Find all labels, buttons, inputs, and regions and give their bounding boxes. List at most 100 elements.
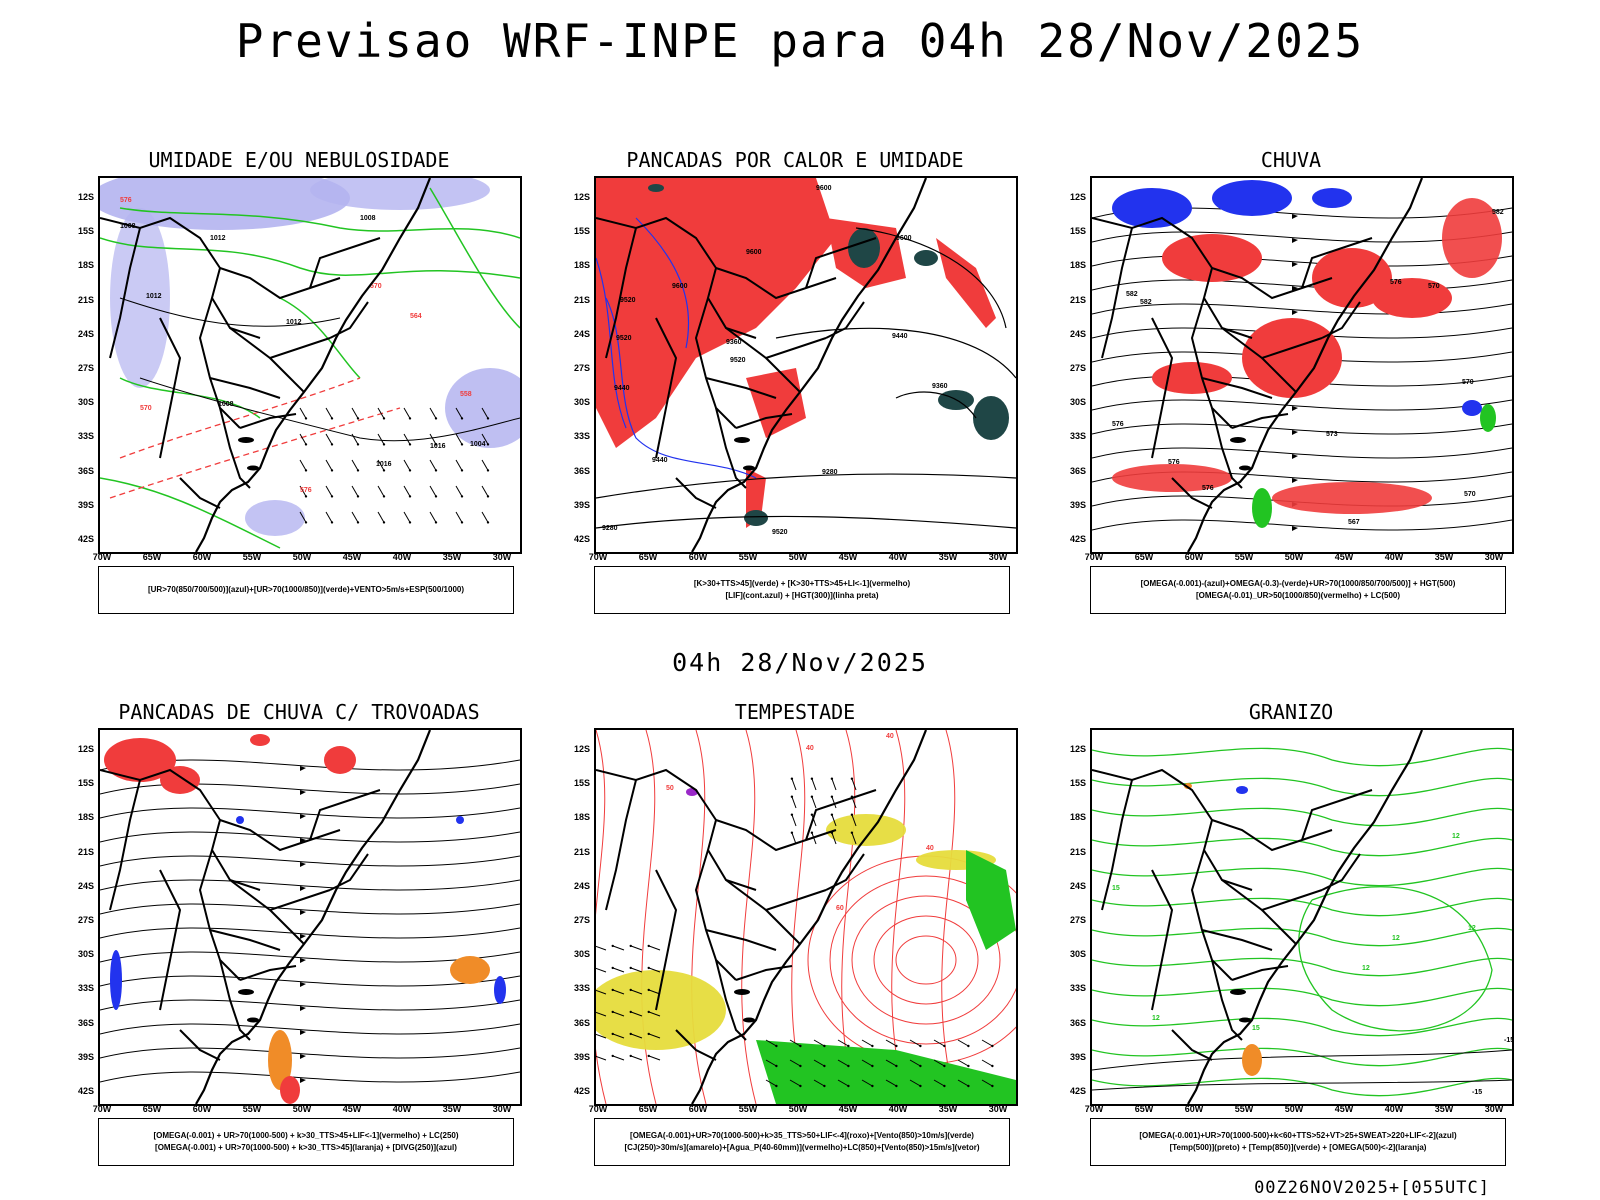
panel-title: GRANIZO [1248, 700, 1334, 724]
forecast-map: 40 40 50 40 60 [596, 730, 1016, 1104]
contour-label: 1012 [146, 293, 162, 300]
contour-label: 1012 [286, 319, 302, 326]
contour-label: 9600 [816, 185, 832, 192]
lon-tick-label: 70W [92, 1104, 112, 1114]
lat-tick-label: 12S [77, 744, 94, 754]
forecast-map: 1008 1012 1008 1012 1008 1012 1016 1016 576 570 56… [100, 178, 520, 552]
lon-tick-label: 60W [688, 552, 708, 562]
lon-tick-label: 70W [588, 1104, 608, 1114]
lat-tick-label: 33S [1069, 431, 1086, 442]
contour-label: 576 [1112, 421, 1124, 428]
contour-label: 576 [120, 197, 132, 204]
lon-tick-label: 35W [1434, 1104, 1454, 1114]
lat-tick-label: 39S [1069, 499, 1086, 510]
panel-trovoadas: PANCADAS DE CHUVA C/ TROVOADAS 12S 15S 18S 2… [64, 700, 534, 1180]
lat-tick-label: 42S [77, 1086, 94, 1096]
lon-tick-label: 70W [92, 552, 112, 562]
lon-tick-label: 40W [1384, 552, 1404, 562]
contour-label: 9440 [652, 457, 668, 464]
legend-text: [OMEGA(-0.001)+UR>70(1000-500)+k<60+TTS>… [1139, 1131, 1457, 1140]
lat-tick-label: 12S [1069, 192, 1086, 202]
lat-tick-label: 15S [1069, 778, 1086, 789]
contour-label: 9600 [746, 249, 762, 256]
lon-tick-label: 50W [292, 552, 312, 562]
lon-tick-label: 40W [392, 1104, 412, 1114]
map-area: 12 12 15 12 12 -15 -15 12 15 [1090, 728, 1514, 1106]
lat-tick-label: 21S [77, 294, 94, 305]
panel-title: TEMPESTADE [734, 700, 856, 724]
lon-tick-label: 45W [1334, 1104, 1354, 1114]
contour-label: 12 [1362, 965, 1370, 972]
lat-tick-label: 21S [1069, 846, 1086, 857]
contour-label: 570 [1462, 379, 1474, 386]
lon-tick-label: 60W [192, 552, 212, 562]
lon-tick-label: 55W [242, 552, 262, 562]
lat-tick-label: 18S [77, 260, 94, 271]
forecast-date: 04h 28/Nov/2025 [672, 648, 928, 677]
lat-tick-label: 18S [77, 812, 94, 823]
lat-tick-label: 12S [77, 192, 94, 202]
contour-label: 60 [836, 905, 844, 912]
lon-tick-label: 70W [588, 552, 608, 562]
lon-tick-label: 30W [1484, 1104, 1504, 1114]
lon-tick-label: 30W [1484, 552, 1504, 562]
lon-tick-label: 45W [342, 1104, 362, 1114]
contour-label: 564 [410, 313, 422, 320]
legend-box: [UR>70(850/700/500)](azul)+[UR>70(1000/8… [98, 566, 514, 614]
lat-tick-label: 42S [573, 1086, 590, 1096]
contour-label: 9440 [892, 333, 908, 340]
lon-tick-label: 50W [788, 1104, 808, 1114]
legend-text: [LIF](cont.azul) + [HGT(300)](linha pret… [725, 591, 879, 600]
contour-label: 1012 [210, 235, 226, 242]
lat-tick-label: 33S [573, 983, 590, 994]
lon-tick-label: 35W [938, 552, 958, 562]
lon-tick-label: 30W [492, 1104, 512, 1114]
lat-tick-label: 24S [1069, 880, 1086, 891]
contour-label: -15 [1472, 1089, 1482, 1096]
lat-tick-label: 36S [77, 1017, 94, 1028]
lat-tick-label: 30S [77, 397, 94, 408]
contour-label: 582 [1126, 291, 1138, 298]
legend-text: [K>30+TTS>45](verde) + [K>30+TTS>45+LI<-… [693, 579, 911, 588]
contour-label: 9600 [896, 235, 912, 242]
lon-tick-label: 60W [192, 1104, 212, 1114]
lon-tick-label: 35W [442, 1104, 462, 1114]
lon-tick-label: 65W [638, 1104, 658, 1114]
lat-tick-label: 21S [573, 846, 590, 857]
lat-tick-label: 36S [1069, 1017, 1086, 1028]
panel-title: PANCADAS DE CHUVA C/ TROVOADAS [118, 700, 480, 724]
lon-tick-label: 55W [1234, 552, 1254, 562]
contour-label: 570 [370, 283, 382, 290]
lon-tick-label: 55W [738, 552, 758, 562]
contour-label: 1008 [218, 401, 234, 408]
lat-tick-label: 39S [77, 499, 94, 510]
lat-tick-label: 27S [1069, 363, 1086, 373]
lat-tick-label: 39S [573, 499, 590, 510]
contour-label: 9520 [616, 335, 632, 342]
lat-tick-label: 24S [573, 880, 590, 891]
lat-tick-label: 27S [573, 915, 590, 925]
lat-tick-label: 33S [573, 431, 590, 442]
map-area: 40 40 50 40 60 [594, 728, 1018, 1106]
contour-label: 582 [1140, 299, 1152, 306]
lon-tick-label: 65W [142, 552, 162, 562]
lon-tick-label: 35W [442, 552, 462, 562]
contour-label: 40 [926, 845, 934, 852]
contour-label: 9520 [620, 297, 636, 304]
lon-tick-label: 60W [1184, 552, 1204, 562]
lat-tick-label: 24S [573, 328, 590, 339]
lon-tick-label: 35W [1434, 552, 1454, 562]
lat-tick-label: 27S [77, 363, 94, 373]
lat-tick-label: 18S [573, 812, 590, 823]
lat-tick-label: 18S [1069, 812, 1086, 823]
contour-label: 570 [1428, 283, 1440, 290]
lat-tick-label: 30S [1069, 949, 1086, 960]
contour-label: 570 [1464, 491, 1476, 498]
lat-tick-label: 30S [573, 397, 590, 408]
lat-tick-label: 27S [77, 915, 94, 925]
contour-label: 9360 [932, 383, 948, 390]
contour-label: 15 [1112, 885, 1120, 892]
contour-label: 570 [140, 405, 152, 412]
contour-label: 573 [1326, 431, 1338, 438]
